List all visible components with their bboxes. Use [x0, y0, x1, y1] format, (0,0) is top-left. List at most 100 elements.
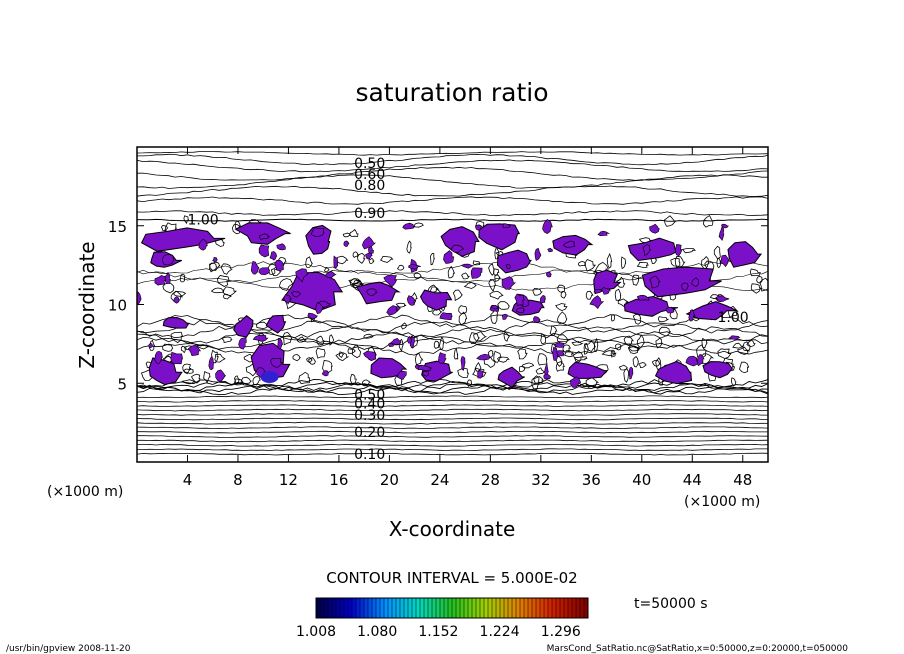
shaded-region	[654, 360, 693, 385]
colorbar-stripe	[436, 598, 441, 618]
contour-cell	[658, 326, 671, 337]
contour-label: 1.00	[718, 310, 749, 326]
contour-cell	[614, 288, 622, 301]
contour-cell	[563, 349, 575, 358]
shaded-region-small	[437, 352, 447, 364]
contour-cell	[739, 361, 750, 374]
shaded-region	[233, 315, 254, 338]
chart-title: saturation ratio	[355, 78, 548, 107]
contour-cell	[458, 305, 468, 315]
shaded-region-small	[187, 344, 202, 357]
shaded-region-small	[154, 350, 163, 364]
shaded-region-small	[250, 260, 260, 275]
shaded-region-small	[421, 371, 430, 377]
contour-cell	[363, 333, 374, 339]
shaded-region-small	[543, 373, 552, 380]
contour-label: 0.40	[354, 397, 385, 413]
y-axis-title: Z-coordinate	[75, 241, 99, 368]
contour-cell	[655, 337, 663, 349]
colorbar-stripe	[492, 598, 497, 618]
plot-area: 0.500.600.800.901.001.000.500.400.300.20…	[108, 146, 769, 489]
colorbar-stripe	[440, 598, 445, 618]
colorbar-stripe	[580, 598, 585, 618]
contour-cell	[556, 334, 569, 346]
colorbar-stripe	[316, 598, 321, 618]
shaded-region-small	[406, 295, 416, 306]
contour-label: 0.50	[354, 156, 385, 172]
shaded-region-small	[295, 268, 309, 283]
colorbar-stripe	[452, 598, 457, 618]
colorbar-stripe	[556, 598, 561, 618]
shaded-region-small	[649, 223, 660, 234]
colorbar-stripe	[408, 598, 413, 618]
x-tick-label: 4	[183, 471, 193, 489]
colorbar-stripe	[576, 598, 581, 618]
contour-cell	[623, 368, 630, 383]
colorbar-stripe	[420, 598, 425, 618]
shaded-region	[355, 281, 401, 305]
colorbar-stripe	[376, 598, 381, 618]
colorbar-stripe	[380, 598, 385, 618]
contour-cell	[457, 367, 469, 379]
contour-cell	[615, 343, 622, 351]
shaded-region-small	[649, 275, 661, 289]
colorbar-stripe	[384, 598, 389, 618]
colorbar-stripe	[344, 598, 349, 618]
x-unit-left: (×1000 m)	[47, 484, 123, 500]
shaded-region-small	[674, 244, 683, 257]
shaded-region-small	[563, 240, 576, 248]
colorbar-tick-label: 1.152	[418, 624, 458, 640]
shaded-region-small	[601, 287, 611, 295]
contour-cell	[583, 343, 589, 355]
colorbar-stripe	[404, 598, 409, 618]
contour-cell	[350, 374, 357, 384]
colorbar-stripe	[528, 598, 533, 618]
contour-cell	[636, 334, 645, 349]
contour-cell	[452, 289, 463, 302]
colorbar-stripe	[516, 598, 521, 618]
contour-cell	[638, 362, 648, 369]
contour-cell	[468, 332, 481, 345]
contour-line	[137, 185, 768, 197]
colorbar-stripe	[324, 598, 329, 618]
contour-cell	[473, 331, 488, 342]
shaded-region-small	[514, 293, 525, 307]
contour-cell	[616, 276, 626, 288]
contour-cell	[651, 359, 661, 367]
colorbar-tick-label: 1.080	[357, 624, 397, 640]
shaded-region-small	[276, 243, 286, 251]
contour-cell	[737, 346, 751, 355]
y-tick-label: 5	[117, 375, 127, 393]
colorbar-stripe	[320, 598, 325, 618]
contour-cell	[323, 266, 330, 273]
shaded-region-small	[258, 267, 271, 276]
shaded-region-small	[386, 305, 400, 316]
contour-cell	[216, 275, 230, 287]
contour-cell	[342, 232, 351, 238]
shaded-region-small	[691, 277, 699, 287]
shaded-region-small	[170, 351, 184, 365]
shaded-region-small	[417, 364, 432, 371]
contour-cell	[620, 256, 627, 270]
contour-cell	[182, 363, 192, 375]
colorbar-stripe	[372, 598, 377, 618]
contour-line	[137, 196, 768, 205]
contour-line	[137, 151, 768, 156]
shaded-region-small	[461, 263, 474, 269]
contour-cell	[335, 352, 350, 361]
colorbar-stripe	[484, 598, 489, 618]
shaded-region-small	[198, 238, 208, 251]
x-unit-right: (×1000 m)	[684, 494, 760, 510]
contour-cell	[357, 252, 366, 264]
contour-cell	[190, 373, 201, 384]
contour-line	[137, 452, 768, 456]
x-tick-label: 12	[279, 471, 298, 489]
shaded-region	[567, 361, 609, 379]
shaded-region-small	[154, 275, 167, 286]
contour-line	[137, 439, 768, 443]
y-tick-label: 15	[108, 218, 127, 236]
contour-cell	[222, 286, 238, 296]
contour-cell	[632, 356, 639, 368]
colorbar-tick-labels: 1.008 1.080 1.152 1.224 1.296	[296, 624, 581, 640]
colorbar-stripe	[448, 598, 453, 618]
